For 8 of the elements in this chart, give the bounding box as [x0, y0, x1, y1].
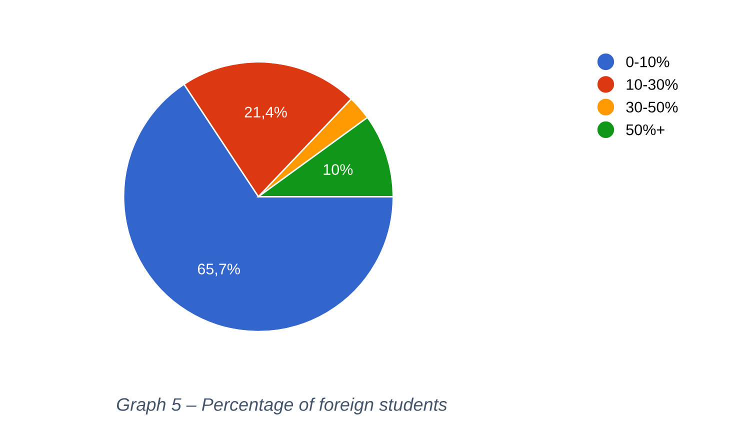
legend-label: 0-10%	[626, 56, 670, 68]
caption: Graph 5 – Percentage of foreign students	[116, 398, 447, 414]
legend-label: 30-50%	[626, 102, 678, 113]
legend-label: 50%+	[626, 124, 664, 136]
legend-label: 10-30%	[626, 79, 678, 90]
data-label: 21,4%	[244, 106, 287, 120]
data-label: 65,7%	[198, 264, 240, 276]
data-label: 10%	[324, 164, 353, 175]
